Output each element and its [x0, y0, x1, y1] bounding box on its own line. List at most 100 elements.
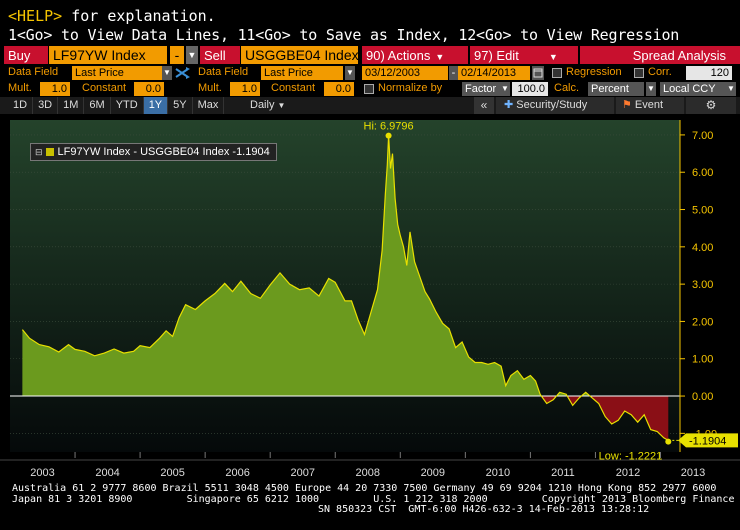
y-tick-label: 5.00 [692, 205, 713, 217]
actions-menu[interactable]: 90) Actions ▼ [362, 46, 468, 64]
positive-area [22, 135, 591, 397]
buy-button[interactable]: Buy [4, 46, 48, 64]
constant-label-2: Constant [271, 82, 316, 94]
ticker2-input[interactable]: USGGBE04 Index [241, 46, 359, 64]
chevron-down-icon: ▼ [435, 52, 445, 62]
factor-value-input[interactable]: 100.0 [512, 82, 548, 96]
help-text: for explanation. [62, 7, 216, 25]
x-tick-label: 2011 [551, 467, 575, 479]
period-tab-3d[interactable]: 3D [33, 97, 59, 114]
frequency-label: Daily [250, 99, 275, 111]
period-tab-5y[interactable]: 5Y [168, 97, 193, 114]
y-tick-label: 1.00 [692, 354, 713, 366]
last-value-label: -1.1904 [689, 435, 726, 447]
swap-icon[interactable] [174, 66, 192, 80]
chart-svg: 7.006.005.004.003.002.001.000.00-1.00200… [0, 120, 740, 479]
chevron-down-icon[interactable]: ▼ [646, 82, 656, 96]
chevron-down-icon[interactable]: ▼ [500, 82, 510, 96]
spread-chart: 7.006.005.004.003.002.001.000.00-1.00200… [0, 114, 740, 482]
flag-icon: ⚑ [622, 99, 635, 111]
params-row-2: Mult. 1.0 Constant 0.0 Mult. 1.0 Constan… [0, 81, 740, 97]
plot-background [10, 120, 680, 452]
footer-line-1: Australia 61 2 9777 8600 Brazil 5511 304… [12, 483, 717, 494]
x-tick-label: 2003 [30, 467, 54, 479]
plus-icon: ✚ [504, 99, 517, 111]
mult-2-input[interactable]: 1.0 [230, 82, 260, 96]
x-tick-label: 2009 [421, 467, 445, 479]
chevron-down-icon[interactable]: ▼ [345, 66, 355, 80]
normalize-checkbox[interactable] [364, 84, 374, 94]
period-tabs: 1D 3D 1M 6M YTD 1Y 5Y Max Daily ▼ « ✚ Security/… [0, 97, 740, 114]
period-tab-max[interactable]: Max [193, 97, 225, 114]
corr-checkbox[interactable] [634, 68, 644, 78]
period-tab-ytd[interactable]: YTD [111, 97, 144, 114]
expand-icon[interactable]: ⊟ [35, 147, 43, 157]
x-tick-label: 2012 [616, 467, 640, 479]
series-line [21, 135, 669, 441]
x-tick-label: 2010 [486, 467, 510, 479]
corr-label: Corr. [648, 66, 672, 78]
minus-operator[interactable]: - [170, 46, 184, 64]
regression-checkbox[interactable] [552, 68, 562, 78]
period-tab-6m[interactable]: 6M [84, 97, 111, 114]
y-tick-label: 0.00 [692, 391, 713, 403]
x-tick-label: 2005 [160, 467, 184, 479]
ccy-select[interactable]: Local CCY [660, 82, 726, 96]
operator-dropdown-icon[interactable]: ▼ [186, 46, 198, 64]
x-tick-label: 2013 [681, 467, 705, 479]
chevron-down-icon: ▼ [548, 52, 558, 62]
chevron-down-icon[interactable]: ▼ [726, 82, 736, 96]
period-tab-1y[interactable]: 1Y [143, 97, 169, 114]
y-tick-label: 7.00 [692, 130, 713, 142]
regression-label: Regression [566, 66, 622, 78]
last-value-flag [678, 433, 738, 448]
x-tick-label: 2006 [225, 467, 249, 479]
event-button[interactable]: ⚑ Event [616, 97, 684, 114]
y-tick-label: 6.00 [692, 167, 713, 179]
chevron-down-icon: ▼ [277, 101, 286, 110]
period-tab-group: 1D 3D 1M 6M YTD 1Y 5Y Max [8, 97, 225, 114]
corr-value-input[interactable]: 120 [686, 66, 732, 80]
footer-line-3: SN 850323 CST GMT-6:00 H426-632-3 14-Feb… [318, 504, 650, 515]
y-tick-label: 3.00 [692, 279, 713, 291]
period-tab-1d[interactable]: 1D [8, 97, 34, 114]
command-line: 1<Go> to View Data Lines, 11<Go> to Save… [8, 26, 680, 44]
mult-1-input[interactable]: 1.0 [40, 82, 70, 96]
frequency-select[interactable]: Daily ▼ [244, 97, 308, 114]
hi-label: Hi: 6.9796 [364, 121, 414, 133]
hi-marker [385, 132, 392, 139]
security-study-button[interactable]: ✚ Security/Study [496, 97, 614, 114]
ticker1-input[interactable]: LF97YW Index [49, 46, 167, 64]
low-label: Low: -1.2221 [599, 451, 663, 463]
period-tab-1m[interactable]: 1M [58, 97, 85, 114]
date-separator: - [449, 66, 458, 80]
data-field-1-select[interactable]: Last Price [72, 66, 162, 80]
help-line: <HELP> for explanation. [8, 7, 216, 25]
spread-analysis-title: Spread Analysis [580, 46, 740, 64]
event-label: Event [634, 99, 664, 111]
gear-icon[interactable]: ⚙ [686, 97, 736, 114]
collapse-icon[interactable]: « [474, 97, 494, 114]
footer-line-2: Japan 81 3 3201 8900 Singapore 65 6212 1… [12, 493, 740, 505]
calc-select[interactable]: Percent [588, 82, 644, 96]
calendar-icon[interactable] [532, 66, 544, 80]
start-date-input[interactable]: 03/12/2003 [362, 66, 448, 80]
params-row-1: Data Field Last Price ▼ Data Field Last … [0, 65, 740, 81]
constant-2-input[interactable]: 0.0 [324, 82, 354, 96]
edit-menu[interactable]: 97) Edit ▼ [470, 46, 578, 64]
low-marker [665, 438, 672, 445]
data-field-2-select[interactable]: Last Price [261, 66, 343, 80]
main-toolbar: Buy LF97YW Index - ▼ Sell USGGBE04 Index… [0, 46, 740, 65]
factor-select[interactable]: Factor [462, 82, 500, 96]
x-tick-label: 2007 [290, 467, 314, 479]
footer: Australia 61 2 9777 8600 Brazil 5511 304… [0, 483, 740, 516]
y-tick-label: 4.00 [692, 242, 713, 254]
end-date-input[interactable]: 02/14/2013 [458, 66, 530, 80]
calc-label: Calc. [554, 82, 580, 94]
sell-button[interactable]: Sell [200, 46, 240, 64]
actions-label: 90) Actions [366, 48, 431, 63]
mult-label-2: Mult. [198, 82, 222, 94]
constant-1-input[interactable]: 0.0 [134, 82, 164, 96]
help-key[interactable]: <HELP> [8, 7, 63, 25]
chevron-down-icon[interactable]: ▼ [162, 66, 172, 80]
